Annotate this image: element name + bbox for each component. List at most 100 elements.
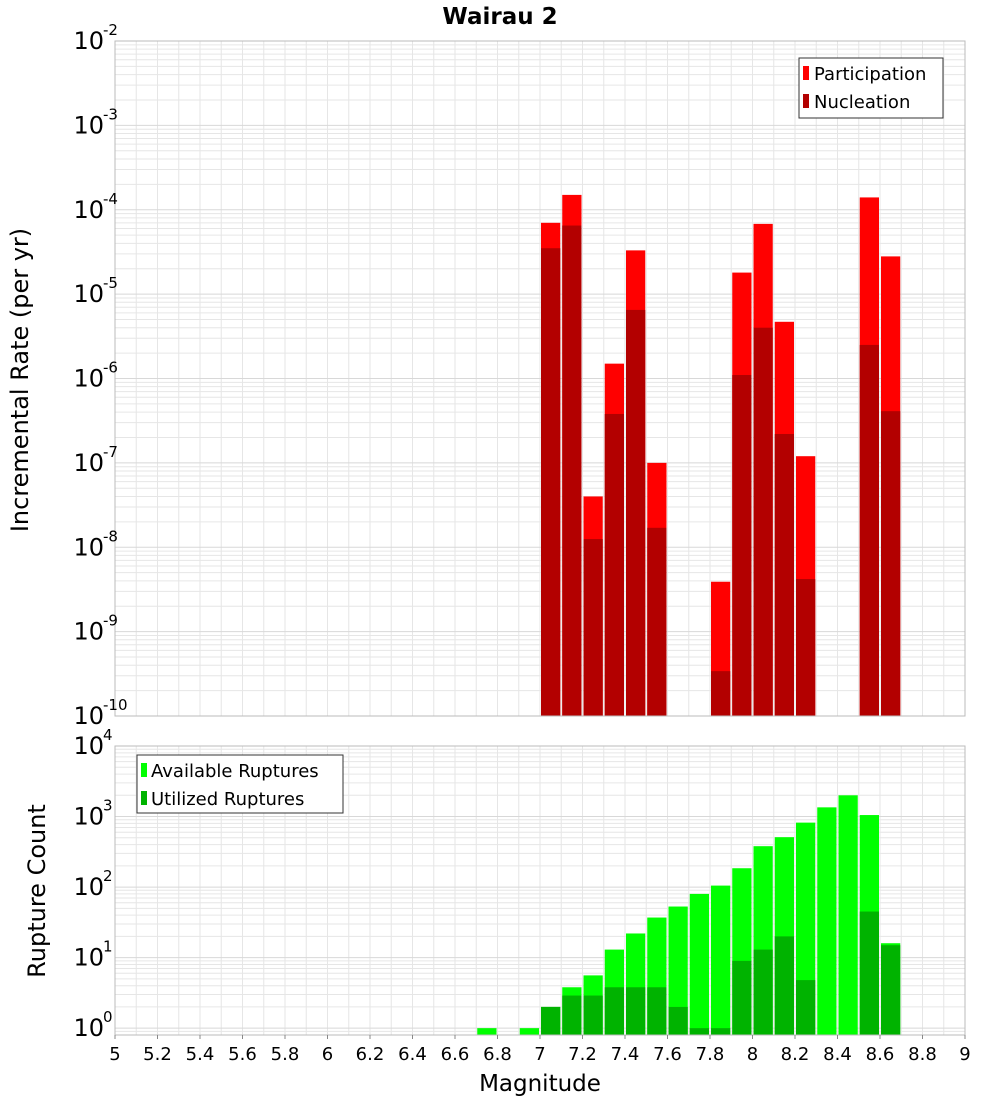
top-y-tick-base: 10 [73, 618, 104, 646]
utilized-ruptures-bar [647, 987, 667, 1035]
utilized-ruptures-bar [796, 980, 816, 1035]
bottom-y-tick-exponent: 2 [103, 867, 113, 885]
top-y-tick-base: 10 [73, 196, 104, 224]
bottom-legend: Available Ruptures Utilized Ruptures [136, 754, 344, 814]
bottom-y-axis-label: Rupture Count [23, 804, 51, 978]
x-tick-label: 5.6 [228, 1044, 257, 1065]
bottom-y-tick-exponent: 4 [103, 726, 113, 744]
utilized-ruptures-bar [604, 987, 624, 1035]
top-y-tick-base: 10 [73, 27, 104, 55]
x-tick-label: 8.6 [866, 1044, 895, 1065]
x-tick-label: 7 [534, 1044, 545, 1065]
x-tick-label: 5.8 [271, 1044, 300, 1065]
nucleation-bar [626, 309, 646, 716]
top-y-tick-base: 10 [73, 533, 104, 561]
top-y-tick-exponent: -7 [103, 443, 118, 461]
x-tick-label: 7.4 [611, 1044, 640, 1065]
top-y-tick-base: 10 [73, 111, 104, 139]
bottom-y-tick-base: 10 [73, 732, 104, 760]
available-ruptures-bar [477, 1028, 497, 1035]
nucleation-bar [562, 225, 582, 716]
legend-swatch-available [141, 763, 147, 777]
top-bars [541, 194, 901, 717]
top-y-tick-base: 10 [73, 449, 104, 477]
x-tick-label: 5.4 [186, 1044, 215, 1065]
top-y-tick-exponent: -5 [103, 274, 118, 292]
x-axis-label: Magnitude [479, 1071, 601, 1097]
top-y-tick-exponent: -2 [103, 21, 118, 39]
available-ruptures-bar [817, 807, 837, 1035]
nucleation-bar [859, 344, 879, 716]
x-axis-ticks: 5 5.2 5.4 5.6 5.8 6 6.2 6.4 6.6 6.8 7 7.2 7.4 7.6 7.8 8… [109, 1035, 971, 1065]
nucleation-bar [774, 433, 794, 716]
bottom-y-tick-base: 10 [73, 944, 104, 972]
available-ruptures-bar [519, 1028, 539, 1035]
nucleation-bar [711, 671, 731, 716]
bottom-y-tick-base: 10 [73, 873, 104, 901]
top-y-tick-exponent: -6 [103, 359, 118, 377]
available-ruptures-bar [711, 885, 731, 1035]
nucleation-bar [583, 539, 603, 716]
x-tick-label: 8.2 [781, 1044, 810, 1065]
top-y-tick-exponent: -8 [103, 527, 118, 545]
x-tick-label: 7.6 [653, 1044, 682, 1065]
legend-swatch-utilized [141, 791, 147, 805]
utilized-ruptures-bar [583, 995, 603, 1035]
utilized-ruptures-bar [711, 1028, 731, 1035]
utilized-ruptures-bar [881, 945, 901, 1035]
x-tick-label: 5.2 [143, 1044, 172, 1065]
x-tick-label: 6.8 [483, 1044, 512, 1065]
utilized-ruptures-bar [562, 995, 582, 1035]
utilized-ruptures-bar [753, 949, 773, 1035]
x-tick-label: 7.8 [696, 1044, 725, 1065]
x-tick-label: 6.2 [356, 1044, 385, 1065]
available-ruptures-bar [838, 795, 858, 1035]
top-legend: Participation Nucleation [798, 57, 944, 119]
utilized-ruptures-bar [689, 1028, 709, 1035]
top-legend-box [798, 57, 944, 119]
available-ruptures-bar [668, 906, 688, 1035]
utilized-ruptures-bar [668, 1006, 688, 1035]
bottom-y-tick-base: 10 [73, 803, 104, 831]
nucleation-bar [604, 413, 624, 716]
top-y-tick-base: 10 [73, 365, 104, 393]
top-y-tick-exponent: -4 [103, 190, 118, 208]
x-tick-label: 7.2 [568, 1044, 597, 1065]
utilized-ruptures-bar [859, 911, 879, 1035]
nucleation-bar [753, 327, 773, 716]
bottom-legend-box [136, 754, 344, 814]
x-tick-label: 9 [959, 1044, 970, 1065]
top-y-tick-exponent: -10 [103, 696, 128, 714]
x-tick-label: 6.4 [398, 1044, 427, 1065]
nucleation-bar [732, 375, 752, 716]
legend-swatch-nucleation [803, 94, 809, 108]
utilized-ruptures-bar [541, 1006, 561, 1035]
bottom-bars [477, 795, 901, 1035]
legend-swatch-participation [803, 66, 809, 80]
top-y-tick-exponent: -9 [103, 612, 118, 630]
x-tick-label: 8 [747, 1044, 758, 1065]
bottom-y-tick-base: 10 [73, 1014, 104, 1042]
top-y-axis-label: Incremental Rate (per yr) [6, 228, 34, 532]
legend-label-nucleation: Nucleation [814, 92, 910, 113]
chart-title: Wairau 2 [442, 4, 557, 30]
legend-label-utilized: Utilized Ruptures [151, 789, 304, 810]
x-tick-label: 6.6 [441, 1044, 470, 1065]
legend-label-available: Available Ruptures [151, 761, 319, 782]
nucleation-bar [881, 411, 901, 716]
x-tick-label: 8.4 [823, 1044, 852, 1065]
utilized-ruptures-bar [732, 960, 752, 1035]
legend-label-participation: Participation [814, 64, 926, 85]
nucleation-bar [647, 527, 667, 716]
top-y-tick-base: 10 [73, 702, 104, 730]
x-tick-label: 6 [322, 1044, 333, 1065]
nucleation-bar [796, 579, 816, 716]
top-y-tick-base: 10 [73, 280, 104, 308]
bottom-y-tick-exponent: 1 [103, 938, 113, 956]
utilized-ruptures-bar [626, 987, 646, 1035]
x-tick-label: 8.8 [908, 1044, 937, 1065]
